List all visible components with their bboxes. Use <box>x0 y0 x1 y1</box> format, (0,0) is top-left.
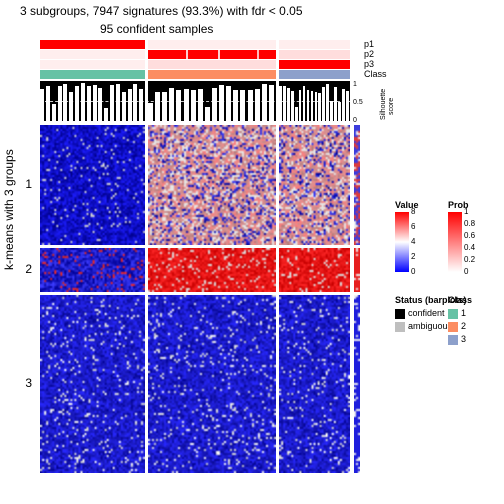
prob-row-p1 <box>40 40 350 49</box>
annotation-label: Class <box>364 69 387 79</box>
heatmap-block <box>40 125 145 245</box>
class-annotation-row <box>40 70 350 79</box>
heatmap-block <box>279 295 350 473</box>
heatmap-block <box>148 295 276 473</box>
heatmap-block <box>148 248 276 292</box>
heatmap-block <box>279 248 350 292</box>
heatmap-block <box>40 295 145 473</box>
sub-title: 95 confident samples <box>100 22 213 36</box>
annotation-label: p3 <box>364 59 374 69</box>
legend-item: 3 <box>448 333 472 346</box>
heatmap-block <box>279 125 350 245</box>
row-group-label: 1 <box>12 177 32 191</box>
prob-row-p2 <box>40 50 350 59</box>
annotation-label: p1 <box>364 39 374 49</box>
heatmap <box>40 125 350 473</box>
silhouette-barplot <box>40 81 350 121</box>
annotation-label: p2 <box>364 49 374 59</box>
y-axis-label: k-means with 3 groups <box>2 149 16 270</box>
heatmap-block <box>40 248 145 292</box>
row-group-label: 2 <box>12 262 32 276</box>
heatmap-block <box>148 125 276 245</box>
value-legend: Value 86420 <box>395 200 419 272</box>
row-group-label: 3 <box>12 376 32 390</box>
class-legend: Class 123 <box>448 295 472 346</box>
row-color-strip <box>354 125 360 473</box>
prob-row-p3 <box>40 60 350 69</box>
legend-item: 1 <box>448 307 472 320</box>
plot-area: p1p2p3Class 00.51Silhouettescore 123 <box>40 40 390 480</box>
main-title: 3 subgroups, 7947 signatures (93.3%) wit… <box>20 4 303 18</box>
legend-item: 2 <box>448 320 472 333</box>
prob-legend: Prob 10.80.60.40.20 <box>448 200 469 272</box>
